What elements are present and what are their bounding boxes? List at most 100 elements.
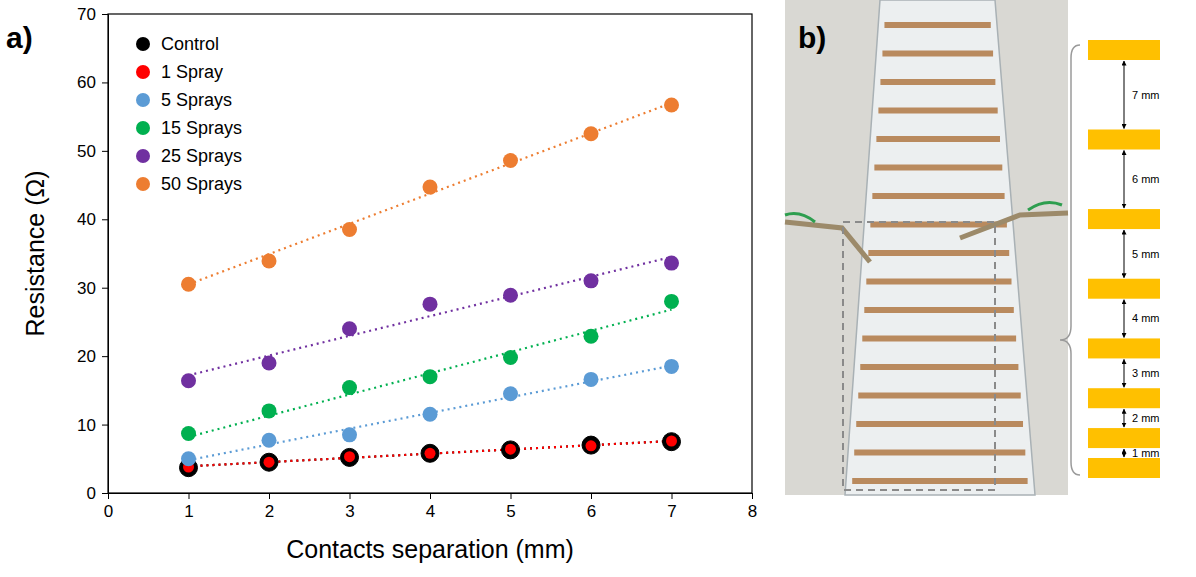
y-tick-label: 40 <box>77 210 96 229</box>
point <box>342 380 357 395</box>
point <box>664 256 679 271</box>
y-tick: 10 <box>77 416 108 435</box>
point <box>423 407 438 422</box>
y-tick-label: 0 <box>87 484 96 503</box>
point <box>181 451 196 466</box>
x-tick: 5 <box>506 493 515 521</box>
point <box>502 441 520 459</box>
gap-arrow <box>1124 359 1125 387</box>
legend-label: 5 Sprays <box>161 90 232 110</box>
legend-swatch <box>136 177 150 191</box>
point <box>262 355 277 370</box>
copper-contact <box>866 279 1011 285</box>
x-tick-mark <box>752 493 753 499</box>
probe-right <box>960 213 1068 238</box>
x-tick: 2 <box>265 493 274 521</box>
y-tick-mark <box>102 82 108 83</box>
point <box>503 288 518 303</box>
gap-label: 2 mm <box>1132 412 1160 424</box>
point <box>503 350 518 365</box>
point <box>181 426 196 441</box>
plot-frame <box>108 14 752 493</box>
y-axis-title: Resistance (Ω) <box>21 171 49 337</box>
x-tick: 0 <box>104 493 113 521</box>
copper-contact <box>884 22 990 28</box>
contact-bar <box>1088 40 1160 60</box>
copper-contact <box>854 450 1025 456</box>
y-tick-label: 10 <box>77 416 96 435</box>
point <box>421 444 439 462</box>
point <box>503 153 518 168</box>
plot-area <box>180 98 681 477</box>
x-tick-label: 6 <box>587 502 596 521</box>
point <box>664 98 679 113</box>
x-axis-title: Contacts separation (mm) <box>286 535 574 563</box>
copper-contact <box>878 108 997 114</box>
point <box>423 180 438 195</box>
point <box>342 427 357 442</box>
y-axis-line <box>102 15 109 494</box>
point <box>664 294 679 309</box>
x-tick-mark <box>189 493 190 499</box>
y-tick: 70 <box>77 5 108 24</box>
copper-contact <box>868 250 1009 256</box>
photo-background <box>785 0 1068 495</box>
x-tick-mark <box>591 493 592 499</box>
gap-arrow <box>1124 449 1125 457</box>
x-axis-line <box>109 494 753 500</box>
point <box>663 433 681 451</box>
panel-label: a) <box>6 21 33 54</box>
x-tick-label: 5 <box>506 502 515 521</box>
y-tick-mark <box>102 493 108 494</box>
series-points <box>180 433 681 477</box>
x-tick: 1 <box>184 493 193 521</box>
y-tick: 40 <box>77 210 108 229</box>
gap-label: 4 mm <box>1132 312 1160 324</box>
gap-diagram: 7 mm6 mm5 mm4 mm3 mm2 mm1 mm <box>1088 40 1160 478</box>
fit-line <box>189 257 672 375</box>
y-tick: 60 <box>77 73 108 92</box>
fit-line <box>189 103 672 284</box>
y-axis: 010203040506070 <box>77 5 108 503</box>
y-tick: 0 <box>87 484 108 503</box>
y-tick-mark <box>102 151 108 152</box>
y-tick-mark <box>102 219 108 220</box>
point <box>423 297 438 312</box>
x-tick-label: 1 <box>184 502 193 521</box>
point <box>260 453 278 471</box>
gap-label: 5 mm <box>1132 248 1160 260</box>
legend-label: 50 Sprays <box>161 174 242 194</box>
y-tick-label: 30 <box>77 279 96 298</box>
copper-contact <box>874 165 1002 171</box>
x-tick-label: 8 <box>748 502 757 521</box>
point <box>666 435 677 446</box>
x-tick: 8 <box>748 493 757 521</box>
legend-swatch <box>136 65 150 79</box>
point <box>341 448 359 466</box>
x-tick-label: 2 <box>265 502 274 521</box>
wire <box>785 214 815 222</box>
point <box>262 433 277 448</box>
y-tick: 20 <box>77 347 108 366</box>
legend-swatch <box>136 93 150 107</box>
gap-arrow <box>1124 61 1125 129</box>
legend-label: 1 Spray <box>161 62 223 82</box>
copper-contact <box>872 193 1004 199</box>
x-tick-mark <box>511 493 512 499</box>
point <box>181 277 196 292</box>
copper-contact <box>880 79 995 85</box>
point <box>262 403 277 418</box>
contact-bar <box>1088 338 1160 358</box>
point <box>582 436 600 454</box>
series-points <box>181 359 679 466</box>
point <box>584 372 599 387</box>
x-tick-label: 7 <box>667 502 676 521</box>
copper-contact <box>864 307 1014 313</box>
contact-bar <box>1088 388 1160 408</box>
legend-label: Control <box>161 34 219 54</box>
x-tick-mark <box>672 493 673 499</box>
x-tick: 4 <box>426 493 435 521</box>
figure: 012345678010203040506070Contacts separat… <box>0 0 1196 577</box>
contact-bar <box>1088 428 1160 448</box>
point <box>181 373 196 388</box>
